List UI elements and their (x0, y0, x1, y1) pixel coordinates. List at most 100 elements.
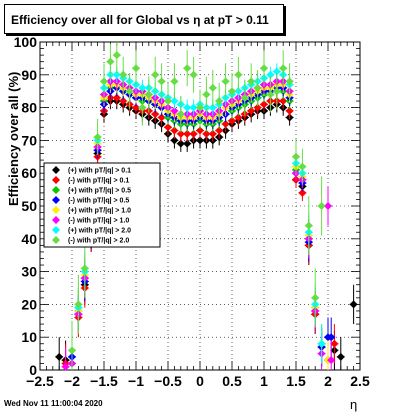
data-point (202, 129, 211, 138)
data-point (279, 97, 288, 106)
y-tick-label: 100 (14, 34, 38, 50)
data-point (132, 64, 140, 73)
legend-marker (52, 176, 60, 184)
legend-label: (-) with pT/|q| > 1.0 (68, 218, 129, 225)
y-axis-label: Efficiency over all (%) (6, 71, 21, 206)
data-point (260, 64, 268, 73)
data-point (170, 97, 179, 106)
legend-marker (52, 236, 60, 244)
legend-label: (-) with pT/|q| > 0.1 (68, 178, 129, 185)
data-point (324, 202, 332, 210)
timestamp-footer: Wed Nov 11 11:00:04 2020 (4, 399, 103, 408)
data-point (208, 129, 217, 138)
legend-label: (-) with pT/|q| > 0.5 (68, 198, 129, 205)
data-point (55, 352, 64, 361)
x-tick-label: −2.5 (26, 373, 54, 389)
data-point (208, 103, 217, 112)
data-point (349, 300, 358, 309)
y-tick-label: 20 (21, 296, 37, 312)
x-tick-label: −1 (128, 373, 144, 389)
data-point (292, 152, 300, 161)
y-tick-label: 80 (21, 100, 37, 116)
data-point (298, 162, 307, 171)
data-point (112, 93, 121, 102)
data-point (170, 126, 179, 135)
data-point (272, 87, 281, 96)
data-point (215, 97, 224, 106)
legend-marker (52, 216, 60, 224)
data-point (157, 113, 166, 122)
data-point (266, 70, 275, 79)
data-point (138, 103, 147, 112)
data-point (330, 339, 339, 348)
legend-box (43, 162, 161, 248)
data-point (221, 77, 230, 86)
title-box: Efficiency over all for Global vs η at p… (4, 4, 284, 34)
data-point (183, 139, 192, 148)
y-tick-label: 70 (21, 132, 37, 148)
data-point (215, 126, 224, 135)
data-point (196, 103, 204, 112)
data-point (317, 202, 326, 210)
legend-marker (52, 206, 60, 214)
legend-marker (52, 186, 60, 194)
data-point (112, 70, 121, 79)
legend-marker (52, 166, 60, 174)
data-point (253, 103, 262, 112)
data-point (170, 136, 179, 145)
data-point (228, 116, 236, 125)
data-point (157, 77, 166, 86)
y-tick-label: 10 (21, 329, 37, 345)
data-point (93, 133, 102, 142)
data-point (234, 70, 243, 79)
data-point (74, 300, 83, 309)
legend-label: (-) with pT/|q| > 2.0 (68, 238, 129, 245)
x-tick-label: 0 (196, 373, 204, 389)
data-point (170, 106, 179, 115)
data-point (304, 221, 313, 230)
y-tick-label: 60 (21, 165, 37, 181)
legend-marker (52, 196, 60, 204)
data-point (106, 57, 115, 66)
x-tick-label: 2 (324, 373, 332, 389)
x-tick-label: 1.5 (286, 373, 306, 389)
data-point (266, 90, 275, 99)
data-point (196, 126, 204, 135)
data-point (196, 136, 204, 145)
x-tick-label: −1.5 (90, 373, 118, 389)
y-tick-label: 40 (21, 231, 37, 247)
legend-label: (+) with pT/|q| > 2.0 (68, 228, 131, 235)
x-tick-label: −2 (64, 373, 80, 389)
data-point (247, 77, 256, 86)
x-tick-label: 0.5 (222, 373, 242, 389)
y-tick-label: 0 (29, 362, 37, 378)
data-point (119, 70, 128, 79)
data-point (279, 64, 288, 73)
y-tick-label: 30 (21, 264, 37, 280)
data-point (119, 97, 128, 106)
data-point (68, 346, 76, 355)
data-point (183, 103, 192, 112)
x-tick-label: −0.5 (154, 373, 182, 389)
data-point (80, 264, 89, 273)
data-point (285, 77, 294, 86)
legend: (+) with pT/|q| > 0.1 (-) with pT/|q| > 0… (43, 162, 161, 248)
data-point (327, 333, 336, 342)
data-point (285, 106, 294, 115)
data-point (183, 64, 192, 73)
data-point (202, 90, 211, 99)
data-point (260, 100, 268, 109)
data-point (234, 113, 243, 122)
data-point (176, 129, 185, 138)
data-point (317, 339, 326, 348)
y-tick-label: 90 (21, 67, 37, 83)
x-tick-label: 1 (260, 373, 268, 389)
data-point (298, 188, 307, 197)
data-point (164, 97, 172, 106)
data-point (144, 90, 153, 99)
data-point (228, 87, 236, 96)
data-point (100, 77, 108, 86)
data-point (176, 139, 185, 148)
data-point (189, 129, 198, 138)
